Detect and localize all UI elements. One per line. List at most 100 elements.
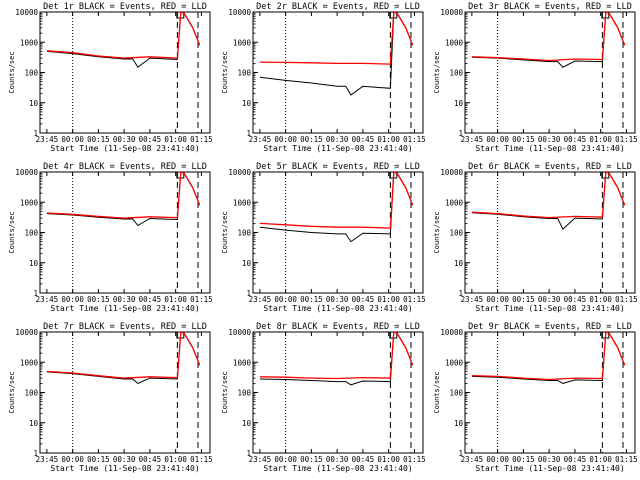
x-tick-label: 00:30 bbox=[326, 455, 349, 464]
y-axis-label: Counts/sec bbox=[433, 51, 441, 93]
events-series-line bbox=[46, 11, 201, 68]
plot-frame bbox=[252, 171, 424, 294]
x-tick-label: 00:15 bbox=[87, 455, 110, 464]
events-series-line bbox=[259, 171, 414, 243]
y-tick-label: 1 bbox=[458, 129, 463, 138]
x-tick-label: 01:15 bbox=[403, 135, 426, 144]
y-tick-label: 10 bbox=[242, 259, 252, 268]
y-tick-label: 10000 bbox=[15, 328, 38, 337]
x-tick-label: 01:00 bbox=[589, 295, 612, 304]
y-axis-label: Counts/sec bbox=[221, 211, 229, 253]
lld-series-line bbox=[46, 11, 201, 59]
x-tick-label: 00:45 bbox=[564, 135, 587, 144]
x-tick-label: 23:45 bbox=[461, 135, 484, 144]
chart-panel-1: Det 1r BLACK = Events, RED = LLD 1 10 100 10… bbox=[8, 2, 213, 153]
y-tick-label: 10 bbox=[454, 259, 464, 268]
y-tick-label: 1 bbox=[33, 449, 38, 458]
plot-frame bbox=[252, 11, 424, 134]
x-tick-label: 00:30 bbox=[113, 135, 136, 144]
x-tick-label: 01:15 bbox=[615, 455, 638, 464]
y-tick-label: 10 bbox=[454, 419, 464, 428]
x-axis-label: Start Time (11-Sep-08 23:41:40) bbox=[50, 144, 199, 153]
x-tick-label: 01:15 bbox=[190, 135, 213, 144]
y-tick-label: 1000 bbox=[445, 198, 464, 207]
y-tick-label: 1 bbox=[246, 289, 251, 298]
y-axis-label: Counts/sec bbox=[8, 211, 16, 253]
x-tick-label: 01:00 bbox=[164, 295, 187, 304]
y-tick-label: 10 bbox=[29, 259, 39, 268]
x-tick-label: 00:45 bbox=[139, 455, 162, 464]
y-tick-label: 1 bbox=[246, 449, 251, 458]
x-tick-label: 00:15 bbox=[300, 455, 323, 464]
y-axis-label: Counts/sec bbox=[8, 371, 16, 413]
y-tick-label: 10 bbox=[242, 99, 252, 108]
lld-series-line bbox=[259, 171, 414, 229]
lld-series-line bbox=[471, 11, 626, 62]
y-tick-label: 10000 bbox=[228, 168, 251, 177]
plot-frame bbox=[464, 11, 636, 134]
chart-title: Det 8r BLACK = Events, RED = LLD bbox=[256, 322, 420, 332]
x-tick-label: 00:30 bbox=[113, 455, 136, 464]
y-tick-label: 10 bbox=[242, 419, 252, 428]
events-series-line bbox=[46, 331, 201, 384]
plot-frame bbox=[464, 171, 636, 294]
chart-title: Det 9r BLACK = Events, RED = LLD bbox=[468, 322, 632, 332]
x-tick-label: 23:45 bbox=[249, 295, 272, 304]
lld-series-line bbox=[471, 171, 626, 219]
x-axis-label: Start Time (11-Sep-08 23:41:40) bbox=[263, 144, 412, 153]
x-tick-label: 00:15 bbox=[87, 135, 110, 144]
lld-series-line bbox=[46, 331, 201, 379]
lld-series-line bbox=[46, 171, 201, 219]
x-tick-label: 01:00 bbox=[377, 135, 400, 144]
y-tick-label: 1000 bbox=[20, 358, 39, 367]
x-tick-label: 00:00 bbox=[486, 295, 509, 304]
plot-frame bbox=[464, 331, 636, 454]
x-tick-label: 00:00 bbox=[274, 135, 297, 144]
x-tick-label: 00:00 bbox=[61, 455, 84, 464]
events-series-line bbox=[471, 171, 626, 230]
x-tick-label: 00:00 bbox=[486, 455, 509, 464]
y-tick-label: 100 bbox=[237, 389, 251, 398]
x-tick-label: 00:00 bbox=[486, 135, 509, 144]
chart-panel-4: Det 4r BLACK = Events, RED = LLD 1 10 100 10… bbox=[8, 162, 213, 313]
y-tick-label: 10 bbox=[29, 99, 39, 108]
x-tick-label: 01:00 bbox=[377, 455, 400, 464]
x-tick-label: 01:00 bbox=[589, 135, 612, 144]
y-tick-label: 1 bbox=[246, 129, 251, 138]
y-tick-label: 1000 bbox=[233, 358, 252, 367]
x-tick-label: 00:30 bbox=[538, 295, 561, 304]
x-axis-label: Start Time (11-Sep-08 23:41:40) bbox=[475, 464, 624, 473]
plot-frame bbox=[39, 331, 211, 454]
y-tick-label: 100 bbox=[24, 229, 38, 238]
y-tick-label: 1000 bbox=[445, 38, 464, 47]
y-tick-label: 1 bbox=[33, 289, 38, 298]
x-tick-label: 23:45 bbox=[461, 295, 484, 304]
x-tick-label: 01:15 bbox=[403, 455, 426, 464]
chart-panel-6: Det 6r BLACK = Events, RED = LLD 1 10 100 10… bbox=[433, 162, 638, 313]
x-tick-label: 00:30 bbox=[326, 295, 349, 304]
x-tick-label: 00:45 bbox=[352, 135, 375, 144]
x-tick-label: 00:30 bbox=[113, 295, 136, 304]
y-tick-label: 1000 bbox=[445, 358, 464, 367]
y-tick-label: 1 bbox=[33, 129, 38, 138]
x-tick-label: 01:15 bbox=[615, 135, 638, 144]
x-tick-label: 00:45 bbox=[564, 295, 587, 304]
x-tick-label: 01:00 bbox=[589, 455, 612, 464]
x-tick-label: 00:30 bbox=[326, 135, 349, 144]
y-axis-label: Counts/sec bbox=[221, 371, 229, 413]
y-tick-label: 10000 bbox=[15, 8, 38, 17]
x-axis-label: Start Time (11-Sep-08 23:41:40) bbox=[475, 304, 624, 313]
x-tick-label: 00:30 bbox=[538, 455, 561, 464]
x-tick-label: 01:00 bbox=[164, 455, 187, 464]
x-tick-label: 01:00 bbox=[377, 295, 400, 304]
x-tick-label: 00:15 bbox=[300, 135, 323, 144]
chart-title: Det 6r BLACK = Events, RED = LLD bbox=[468, 162, 632, 172]
x-tick-label: 00:45 bbox=[352, 295, 375, 304]
plot-frame bbox=[252, 331, 424, 454]
y-tick-label: 10 bbox=[29, 419, 39, 428]
y-axis-label: Counts/sec bbox=[8, 51, 16, 93]
y-tick-label: 1000 bbox=[20, 198, 39, 207]
x-axis-label: Start Time (11-Sep-08 23:41:40) bbox=[475, 144, 624, 153]
y-tick-label: 1000 bbox=[233, 38, 252, 47]
